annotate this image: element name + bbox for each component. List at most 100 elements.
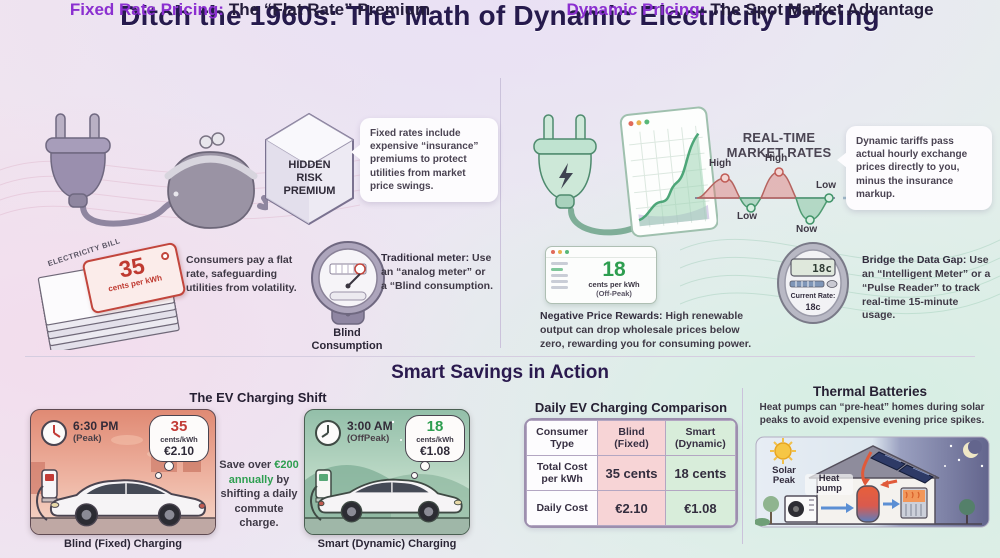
house-scene-icon [754,436,990,528]
fixed-rates-speech-bubble: Fixed rates include expensive “insurance… [351,118,498,202]
clock-icon [41,420,67,446]
heat-pump-label: Heat pump [805,473,853,495]
offpeak-period: (OffPeak) [347,433,390,444]
dynamic-tariffs-speech-bubble: Dynamic tariffs pass actual hourly excha… [837,126,992,210]
offpeak-price-unit: cents per kWh [588,280,640,289]
peak-cost: €2.10 [163,443,195,458]
ev-table-title: Daily EV Charging Comparison [534,400,728,415]
sun-icon [770,438,796,464]
table-header-blind: Blind (Fixed) [597,420,666,457]
table-row-label: Daily Cost [526,490,599,527]
peak-time-block: 6:30 PM (Peak) [73,419,118,444]
wave-chart-icon [695,167,879,225]
thermal-tank-icon [856,485,880,523]
offpeak-charging-card: 3:00 AM (OffPeak) 18 cents/kWh €1.08 [304,409,470,535]
cube-icon [265,112,354,226]
dynamic-panel-heading: Dynamic Pricing: The Spot Market Advantag… [515,0,985,20]
thermal-battery-illustration: Solar Peak Heat pump [754,436,990,533]
solar-peak-label: Solar Peak [772,465,796,487]
charging-station-icon [36,469,58,521]
section-divider [25,356,975,357]
table-cell-smart-kwh: 18 cents [664,455,736,492]
coin-purse-icon [164,132,258,229]
blind-consumption-caption: Blind Consumption [311,327,383,353]
wave-label-now: Now [796,224,818,235]
consumers-flat-rate-text: Consumers pay a flat rate, safeguarding … [186,254,297,294]
page-title: Ditch the 1960s: The Math of Dynamic Ele… [120,0,880,31]
table-cell-blind-daily: €2.10 [597,490,666,527]
offpeak-time: 3:00 AM [347,419,393,433]
offpeak-price-value: 18 [602,258,626,281]
peak-price-value: 35 [170,418,188,435]
ev-car-icon [317,478,463,523]
dynamic-heading-rest: The Spot Market Advantage [710,0,934,19]
offpeak-bubble-price: 18 [426,418,444,435]
traditional-meter-rest: Use an “analog meter” or a “Blind consum… [381,252,493,292]
offpeak-bubble-unit: cents/kWh [416,434,454,444]
save-pre: Save over [219,459,275,471]
bridge-data-gap-rest: Use an “Intelligent Meter” or a “Pulse R… [862,254,991,322]
browser-sidebar [546,258,572,303]
save-highlight: €200 annually [228,459,299,486]
fixed-heading-rest: The “Flat Rate” Premium [228,0,431,19]
annual-savings-text: Save over €200 annually by shifting a da… [214,458,304,531]
fixed-heading-accent: Fixed Rate Pricing: [69,0,224,19]
green-plug-icon [533,114,597,209]
table-cell-blind-kwh: 35 cents [597,455,666,492]
smart-meter: 18c Current Rate: 18c [776,241,850,325]
thermal-batteries-text: Heat pumps can “pre-heat” homes during s… [759,402,985,427]
rising-chart-monitor-icon [619,106,718,238]
ev-shift-title: The EV Charging Shift [189,390,327,405]
radiator-icon [900,487,928,519]
offpeak-time-block: 3:00 AM (OffPeak) [347,419,393,444]
wave-label-high-2: High [765,153,788,164]
bottom-panel-divider [742,388,743,544]
thermal-batteries-title: Thermal Batteries [812,384,928,399]
green-plug-and-monitor-illustration [533,106,718,238]
moon-icon [963,440,982,458]
wave-label-low-2: Low [816,180,836,191]
offpeak-price-period: (Off-Peak) [596,289,632,298]
heat-flow-arrows [821,451,900,513]
negative-price-rest: High renewable output can drop wholesale… [540,310,752,350]
hidden-risk-premium-cube: HIDDEN RISK PREMIUM [262,111,357,227]
meter-rate-label: Current Rate: [790,293,836,300]
peak-charging-card: 6:30 PM (Peak) 35 cents/kWh €2.10 [30,409,216,535]
bridge-data-gap-text: Bridge the Data Gap: Use an “Intelligent… [862,254,992,323]
browser-dot-red [551,250,555,254]
peak-card-caption: Blind (Fixed) Charging [64,538,182,550]
ev-car-icon [49,479,207,527]
top-panel-divider [500,78,501,348]
peak-time: 6:30 PM [73,419,119,433]
clock-icon [315,420,341,446]
fixed-panel-heading: Fixed Rate Pricing: The “Flat Rate” Premi… [28,0,472,20]
wave-label-low-1: Low [737,211,757,222]
smart-meter-icon [777,242,849,324]
meter-rate-value: 18c [805,302,821,312]
offpeak-card-caption: Smart (Dynamic) Charging [317,538,457,550]
real-time-market-rates-title: REAL-TIME MARKET RATES [726,130,832,161]
traditional-meter-text: Traditional meter: Use an “analog meter”… [381,252,493,294]
offpeak-price-bubble: 18 cents/kWh €1.08 [405,415,465,479]
table-row: Daily Cost €2.10 €1.08 [526,490,736,527]
plug-and-purse-illustration [45,113,268,229]
table-header-consumer: Consumer Type [526,420,599,457]
offpeak-price-card: 18 cents per kWh (Off-Peak) [545,246,657,304]
table-cell-smart-daily: €1.08 [664,490,736,527]
market-rates-wave-chart: High Low High Now Low [695,153,890,244]
meter-lcd-value: 18c [812,262,832,275]
ev-comparison-table: Consumer Type Blind (Fixed) Smart (Dynam… [524,418,738,529]
peak-price-unit: cents/kWh [160,434,198,444]
negative-price-bold: Negative Price Rewards: [540,310,663,322]
heat-pump-icon [784,495,818,523]
browser-dot-yellow [558,250,562,254]
browser-header [546,247,656,258]
wave-label-high-1: High [709,158,732,169]
savings-heading: Smart Savings in Action [391,362,609,383]
analog-meter-icon [311,241,385,325]
browser-dot-green [565,250,569,254]
table-row-label: Total Cost per kWh [526,455,599,492]
peak-price-bubble: 35 cents/kWh €2.10 [149,415,209,479]
peak-period: (Peak) [73,433,102,444]
